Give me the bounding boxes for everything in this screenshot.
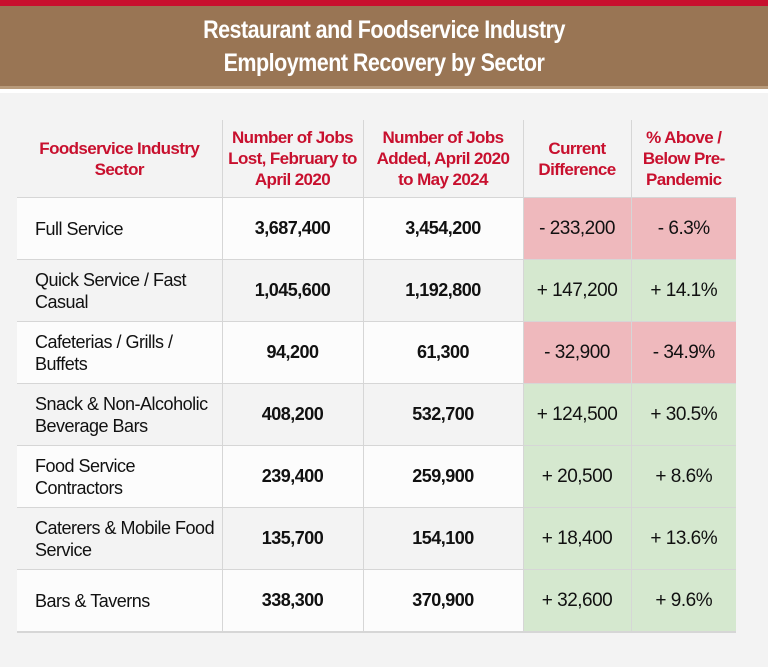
title-line-2: Employment Recovery by Sector	[223, 49, 545, 77]
column-header-percent: % Above / Below Pre-Pandemic	[630, 120, 736, 198]
percent-cell: - 34.9%	[630, 321, 736, 384]
difference-cell: - 32,900	[522, 321, 631, 384]
sector-cell: Caterers & Mobile Food Service	[17, 507, 222, 570]
jobs-lost-cell: 338,300	[221, 569, 363, 633]
column-header-lost: Number of Jobs Lost, February to April 2…	[221, 120, 363, 198]
column-header-difference: Current Difference	[522, 120, 631, 198]
sector-cell: Food Service Contractors	[17, 445, 222, 508]
sector-cell: Cafeterias / Grills / Buffets	[17, 321, 222, 384]
difference-cell: + 20,500	[522, 445, 631, 508]
sector-cell: Snack & Non-Alcoholic Beverage Bars	[17, 383, 222, 446]
jobs-lost-cell: 408,200	[221, 383, 363, 446]
top-accent-bar	[0, 0, 768, 6]
percent-cell: + 13.6%	[630, 507, 736, 570]
jobs-added-cell: 1,192,800	[362, 259, 523, 322]
jobs-lost-cell: 3,687,400	[221, 197, 363, 260]
jobs-added-cell: 370,900	[362, 569, 523, 633]
jobs-lost-cell: 94,200	[221, 321, 363, 384]
jobs-added-cell: 154,100	[362, 507, 523, 570]
table-row: Food Service Contractors 239,400 259,900 + …	[17, 445, 736, 508]
difference-cell: + 124,500	[522, 383, 631, 446]
difference-cell: + 18,400	[522, 507, 631, 570]
percent-cell: + 30.5%	[630, 383, 736, 446]
title-banner: Restaurant and Foodservice Industry Empl…	[0, 6, 768, 89]
difference-cell: + 32,600	[522, 569, 631, 633]
employment-table: Foodservice Industry Sector Number of Jo…	[17, 120, 736, 633]
table-row: Snack & Non-Alcoholic Beverage Bars 408,2…	[17, 383, 736, 446]
header-row: Foodservice Industry Sector Number of Jo…	[17, 120, 736, 198]
jobs-added-cell: 259,900	[362, 445, 523, 508]
title-line-1: Restaurant and Foodservice Industry	[203, 16, 565, 44]
table-row: Full Service 3,687,400 3,454,200- 233,200-…	[17, 197, 736, 260]
jobs-added-cell: 61,300	[362, 321, 523, 384]
sector-cell: Bars & Taverns	[17, 569, 222, 633]
jobs-lost-cell: 135,700	[221, 507, 363, 570]
difference-cell: + 147,200	[522, 259, 631, 322]
column-header-sector: Foodservice Industry Sector	[39, 138, 200, 179]
percent-cell: + 9.6%	[630, 569, 736, 633]
jobs-added-cell: 3,454,200	[362, 197, 523, 260]
page-title: Restaurant and Foodservice Industry Empl…	[54, 6, 714, 80]
table-row: Bars & Taverns 338,300 370,900 + 32,600 + 9.…	[17, 569, 736, 633]
jobs-added-cell: 532,700	[362, 383, 523, 446]
column-header-added: Number of Jobs Added, April 2020 to May …	[362, 120, 523, 198]
table-row: Cafeterias / Grills / Buffets 94,200 61,30…	[17, 321, 736, 384]
percent-cell: + 8.6%	[630, 445, 736, 508]
jobs-lost-cell: 1,045,600	[221, 259, 363, 322]
sector-cell: Quick Service / Fast Casual	[17, 259, 222, 322]
table-row: Caterers & Mobile Food Service 135,700 154…	[17, 507, 736, 570]
percent-cell: + 14.1%	[630, 259, 736, 322]
percent-cell: - 6.3%	[630, 197, 736, 260]
sector-cell: Full Service	[17, 197, 222, 260]
divider	[0, 89, 768, 93]
jobs-lost-cell: 239,400	[221, 445, 363, 508]
difference-cell: - 233,200	[522, 197, 631, 260]
table-row: Quick Service / Fast Casual 1,045,600 1,19…	[17, 259, 736, 322]
